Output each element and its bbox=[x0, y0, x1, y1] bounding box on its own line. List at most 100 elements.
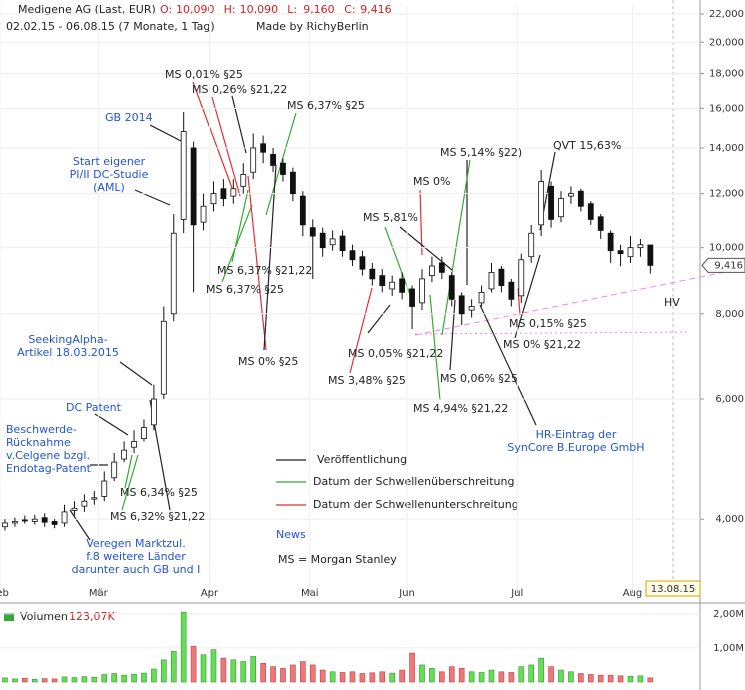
volume-bar bbox=[458, 668, 465, 683]
candle-body bbox=[131, 441, 137, 448]
volume-bar bbox=[121, 674, 127, 683]
candle-body bbox=[488, 271, 495, 290]
annotation: f.8 weitere Länder bbox=[86, 550, 186, 563]
volume-bar bbox=[627, 675, 634, 683]
volume-bar bbox=[339, 672, 346, 683]
volume-bar bbox=[230, 659, 237, 683]
annotation: MS 6,37% §21,22 bbox=[217, 264, 312, 277]
volume-bar bbox=[478, 672, 485, 683]
candle-body bbox=[429, 265, 435, 277]
annotation: MS 0,05% §21,22 bbox=[348, 347, 443, 360]
candle-body bbox=[41, 517, 48, 523]
candle-body bbox=[587, 203, 594, 220]
volume-bar bbox=[399, 669, 405, 683]
candle-body bbox=[21, 519, 28, 522]
candle-body bbox=[558, 198, 564, 218]
volume-bar bbox=[300, 661, 306, 683]
volume-bar bbox=[220, 657, 227, 683]
annotation: PI/II DC-Studie bbox=[70, 168, 149, 181]
y-tick-label: 22,000 bbox=[709, 9, 744, 20]
volume-bar bbox=[61, 676, 68, 683]
candle-body bbox=[230, 188, 237, 197]
candle-body bbox=[409, 288, 415, 307]
volume-bar bbox=[508, 672, 515, 683]
candle-body bbox=[61, 511, 68, 524]
price-box bbox=[701, 257, 745, 273]
candle-body bbox=[2, 522, 8, 528]
volume-bar bbox=[210, 649, 217, 683]
date-range: 02.02.15 - 06.08.15 (7 Monate, 1 Tag) bbox=[6, 20, 215, 33]
annotation: MS 0,01% §25 bbox=[165, 68, 243, 81]
y-tick-label: 8,000 bbox=[715, 309, 744, 320]
annotation: darunter auch GB und I bbox=[72, 563, 201, 576]
annotation: MS 0,06% §25 bbox=[440, 372, 518, 385]
volume-bar bbox=[111, 673, 117, 683]
y-tick-label: 16,000 bbox=[709, 103, 744, 114]
y-tick-label: 10,000 bbox=[709, 243, 744, 254]
candle-body bbox=[458, 295, 465, 315]
y2-tick-label: 1,00M bbox=[713, 643, 744, 654]
volume-bar bbox=[528, 664, 535, 683]
volume-bar bbox=[240, 661, 247, 683]
annotation: MS 6,32% §21,22 bbox=[110, 510, 205, 523]
candle-body bbox=[369, 268, 376, 280]
volume-bar bbox=[587, 674, 594, 683]
candle-body bbox=[81, 500, 88, 507]
volume-bar bbox=[538, 657, 544, 683]
price-label: 9,416 bbox=[714, 260, 743, 271]
volume-bar bbox=[647, 677, 654, 683]
ohlc-label: H: bbox=[224, 3, 236, 16]
ohlc-value: 9,160 bbox=[303, 3, 335, 16]
ohlc-value: 9,416 bbox=[360, 3, 392, 16]
volume-bar bbox=[41, 678, 48, 683]
volume-title: Volumen bbox=[20, 610, 68, 623]
volume-bar bbox=[12, 678, 18, 683]
x-tick-label: Mai bbox=[301, 588, 319, 599]
hv-label: HV bbox=[664, 296, 680, 309]
volume-bar bbox=[101, 674, 108, 683]
annotation: Start eigener bbox=[73, 155, 146, 168]
candle-body bbox=[290, 171, 296, 195]
volume-bar bbox=[319, 669, 326, 683]
volume-bar bbox=[71, 677, 78, 683]
legend-text: News bbox=[276, 528, 306, 541]
volume-bar bbox=[270, 666, 276, 683]
volume-bar bbox=[190, 645, 197, 683]
volume-bar bbox=[141, 672, 147, 683]
candle-body bbox=[577, 190, 584, 207]
legend-text: MS = Morgan Stanley bbox=[278, 553, 397, 566]
y-tick-label: 18,000 bbox=[709, 68, 744, 79]
candle-body bbox=[597, 216, 604, 231]
candle-body bbox=[538, 181, 545, 226]
candle-body bbox=[627, 247, 634, 258]
volume-bar bbox=[558, 669, 564, 683]
candle-body bbox=[280, 162, 286, 175]
stock-name: Medigene AG (Last, EUR) bbox=[18, 3, 156, 16]
volume-bar bbox=[597, 674, 604, 683]
volume-bar bbox=[369, 672, 376, 683]
candle-body bbox=[498, 268, 505, 286]
candle-body bbox=[250, 147, 257, 173]
legend-text: Veröffentlichung bbox=[317, 453, 407, 466]
candle-body bbox=[170, 232, 177, 315]
volume-bar bbox=[568, 671, 574, 683]
volume-bar bbox=[359, 673, 366, 683]
candle-body bbox=[548, 185, 554, 220]
annotation: (AML) bbox=[93, 181, 125, 194]
candle-body bbox=[468, 306, 475, 311]
candle-body bbox=[180, 131, 187, 220]
candle-body bbox=[607, 232, 614, 252]
candle-body bbox=[270, 153, 276, 166]
candle-body bbox=[528, 232, 535, 258]
annotation: SeekingAlpha- bbox=[28, 333, 107, 346]
volume-bar bbox=[468, 671, 475, 683]
volume-bar bbox=[31, 678, 38, 683]
candle-body bbox=[518, 259, 525, 297]
volume-bar bbox=[161, 659, 167, 683]
candle-body bbox=[151, 398, 157, 426]
annotation: MS 0% §21,22 bbox=[503, 338, 581, 351]
candle-body bbox=[647, 244, 654, 266]
y-tick-label: 20,000 bbox=[709, 37, 744, 48]
annotation: MS 5,14% §22) bbox=[440, 146, 522, 159]
volume-bar bbox=[280, 668, 286, 683]
